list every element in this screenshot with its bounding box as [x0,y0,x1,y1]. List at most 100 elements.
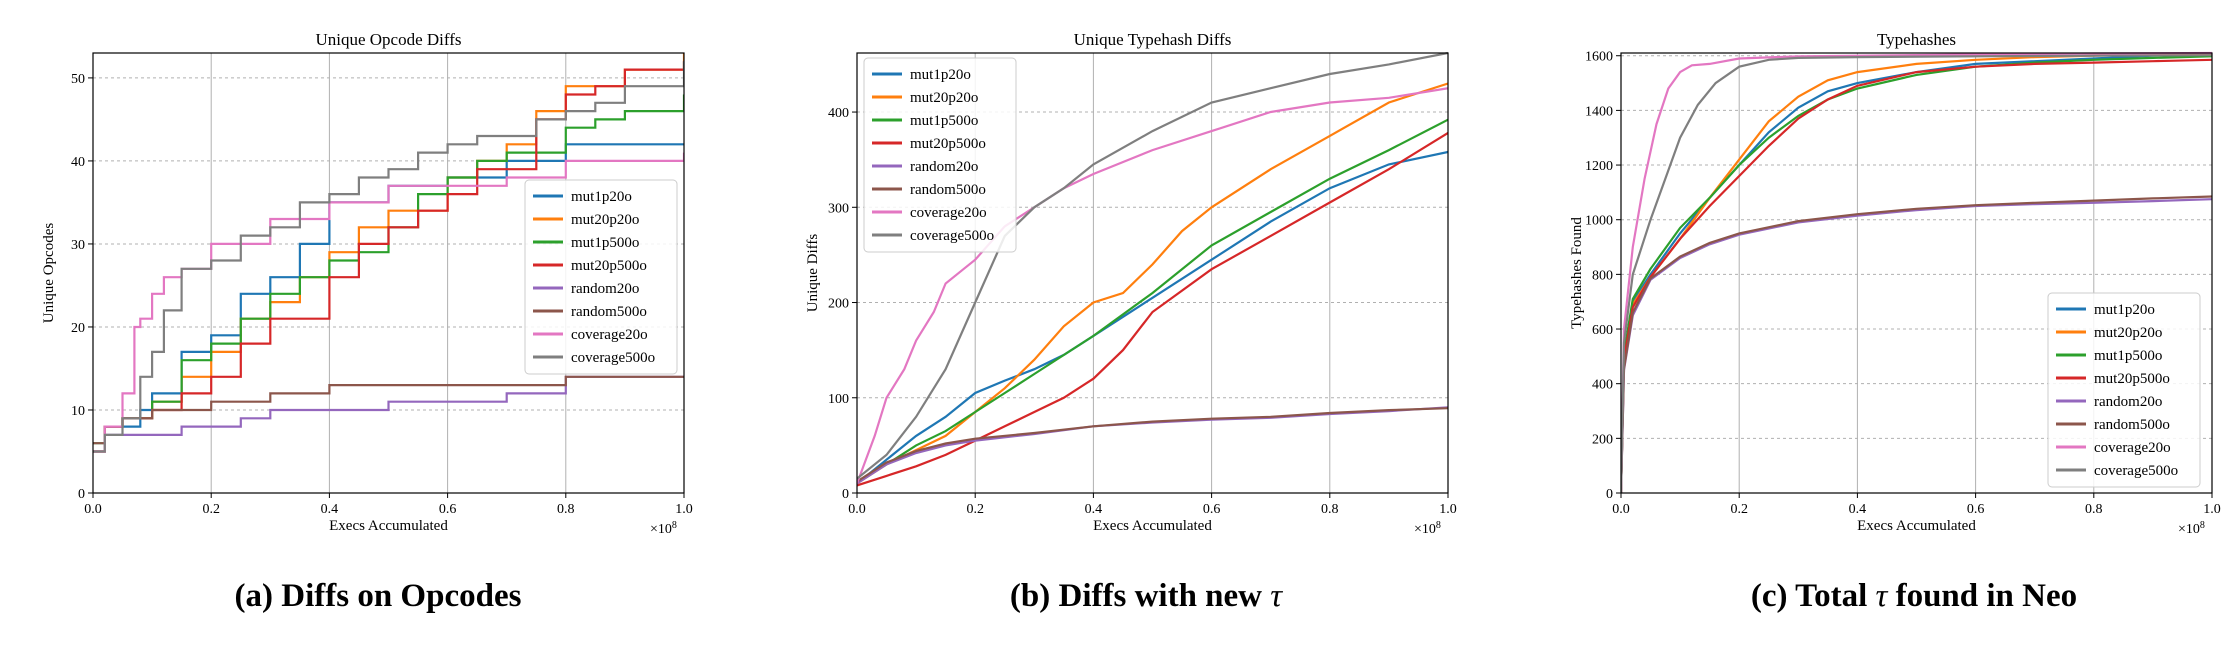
y-tick-label: 20 [71,321,85,336]
legend-label-random500o: random500o [910,182,986,198]
x-tick-label: 1.0 [675,502,693,517]
legend-label-mut20p20o: mut20p20o [910,90,978,106]
y-tick-label: 0 [78,487,85,502]
y-axis-label: Unique Diffs [805,234,821,313]
y-tick-label: 1000 [1585,214,1613,229]
legend-label-mut1p20o: mut1p20o [2094,302,2155,318]
chart-title: Typehashes [1877,30,1956,49]
x-tick-label: 0.0 [1612,502,1630,517]
legend-label-mut1p20o: mut1p20o [571,189,632,205]
series-line-random500o [1621,195,2212,493]
y-tick-label: 300 [828,201,849,216]
y-tick-label: 400 [1592,378,1613,393]
legend-label-random20o: random20o [910,159,978,175]
legend-box [863,57,1017,253]
plot-frame [1620,52,2213,494]
x-tick-label: 0.0 [84,502,102,517]
series-line-mut20p20o [857,82,1448,485]
series-line-coverage20o [1621,51,2212,493]
y-tick-label: 400 [828,106,849,121]
series-line-random20o [93,375,684,453]
x-scale-note: ×108 [650,520,677,538]
x-axis-label: Execs Accumulated [1857,518,1976,534]
legend-label-mut1p500o: mut1p500o [2094,348,2162,364]
caption-b: (b) Diffs with new τ [1009,578,1283,614]
y-tick-label: 1400 [1585,104,1613,119]
y-tick-label: 40 [71,155,85,170]
series-line-random500o [857,407,1448,483]
x-axis-label: Execs Accumulated [1093,518,1212,534]
y-tick-label: 0 [1606,487,1613,502]
chart-panel-2: 0.0 0.2 0.4 0.6 0.8 1.0 0 100 200 300 400 Unique Ty… [805,30,1457,537]
chart-panel-1: 0.0 0.2 0.4 0.6 0.8 1.0 0 10 20 30 40 50 Unique Opco… [41,30,693,537]
x-tick-label: 0.2 [202,502,220,517]
series-line-mut20p500o [857,132,1448,487]
x-tick-label: 0.2 [966,502,984,517]
caption-c: (c) Total τ found in Neo [1750,578,2078,614]
series-line-mut1p20o [1621,53,2212,493]
legend-label-coverage500o: coverage500o [910,228,994,244]
y-tick-label: 200 [1592,432,1613,447]
series-line-mut20p500o [1621,58,2212,493]
y-tick-label: 600 [1592,323,1613,338]
y-axis-label: Typehashes Found [1569,217,1585,329]
legend-label-coverage20o: coverage20o [571,327,648,343]
legend-box [2047,292,2201,488]
y-tick-label: 100 [828,392,849,407]
series-line-random20o [857,406,1448,485]
legend-label-mut1p20o: mut1p20o [910,67,971,83]
plot-frame [856,52,1449,494]
y-tick-label: 30 [71,238,85,253]
x-scale-note: ×108 [1414,520,1441,538]
chart-title: Unique Opcode Diffs [315,30,461,49]
legend-label-mut20p500o: mut20p500o [2094,371,2170,387]
y-tick-label: 800 [1592,268,1613,283]
x-tick-label: 0.6 [1203,502,1221,517]
legend-label-random20o: random20o [2094,394,2162,410]
y-tick-label: 0 [842,487,849,502]
legend-label-coverage500o: coverage500o [571,350,655,366]
y-axis-label: Unique Opcodes [41,223,57,324]
legend-label-mut20p20o: mut20p20o [2094,325,2162,341]
series-line-mut1p500o [1621,55,2212,493]
legend-label-coverage500o: coverage500o [2094,463,2178,479]
legend-label-mut20p500o: mut20p500o [910,136,986,152]
x-tick-label: 0.8 [2085,502,2103,517]
series-line-coverage500o [857,51,1448,480]
legend-label-random500o: random500o [571,304,647,320]
x-scale-note: ×108 [2178,520,2205,538]
x-tick-label: 0.8 [1321,502,1339,517]
x-tick-label: 0.8 [557,502,575,517]
x-tick-label: 0.4 [321,502,339,517]
x-tick-label: 0.6 [1967,502,1985,517]
x-tick-label: 1.0 [1439,502,1457,517]
chart-title: Unique Typehash Diffs [1074,30,1232,49]
legend-label-coverage20o: coverage20o [910,205,987,221]
series-line-coverage500o [1621,54,2212,493]
y-tick-label: 50 [71,72,85,87]
legend-label-mut1p500o: mut1p500o [571,235,639,251]
series-line-coverage500o [93,61,684,453]
series-line-mut1p500o [857,118,1448,483]
x-tick-label: 0.6 [439,502,457,517]
chart-panel-3: 0.0 0.2 0.4 0.6 0.8 1.0 0 200 400 600 800 1000 1200 1… [1569,30,2221,537]
caption-a: (a) Diffs on Opcodes [234,578,522,614]
legend-label-mut20p20o: mut20p20o [571,212,639,228]
legend-label-random20o: random20o [571,281,639,297]
y-tick-label: 1600 [1585,50,1613,65]
legend-label-mut20p500o: mut20p500o [571,258,647,274]
x-tick-label: 0.4 [1849,502,1867,517]
x-tick-label: 0.0 [848,502,866,517]
x-tick-label: 1.0 [2203,502,2221,517]
legend-label-coverage20o: coverage20o [2094,440,2171,456]
legend-label-mut1p500o: mut1p500o [910,113,978,129]
legend-box [524,179,678,375]
legend-label-random500o: random500o [2094,417,2170,433]
y-tick-label: 1200 [1585,159,1613,174]
series-line-mut1p20o [93,143,684,453]
x-axis-label: Execs Accumulated [329,518,448,534]
y-tick-label: 10 [71,404,85,419]
x-tick-label: 0.2 [1730,502,1748,517]
plot-frame [92,52,685,494]
